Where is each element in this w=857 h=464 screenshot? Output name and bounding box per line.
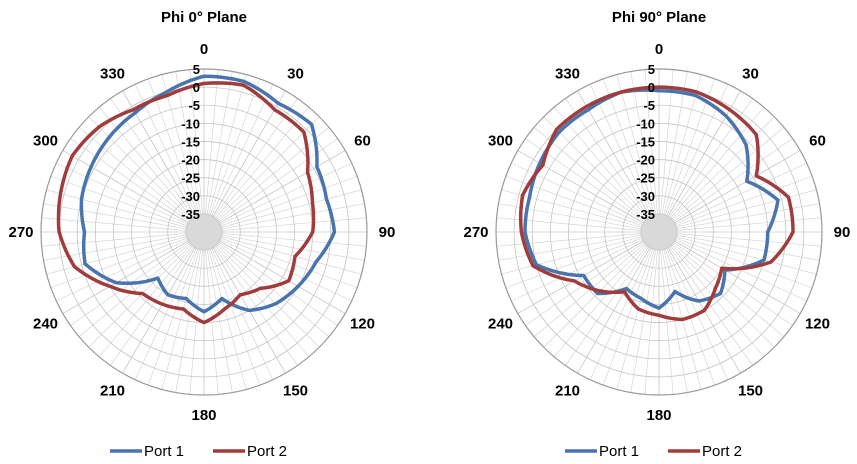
series-line-port-1 <box>79 74 337 314</box>
center-disk <box>640 213 678 251</box>
grid-ring <box>586 159 732 305</box>
legend-label: Port 2 <box>702 443 742 460</box>
r-tick-label: 0 <box>193 80 200 95</box>
angle-label: 120 <box>805 316 830 333</box>
legend-label: Port 1 <box>144 443 184 460</box>
r-tick-label: -35 <box>181 207 200 222</box>
angle-label: 300 <box>33 133 58 150</box>
angle-label: 60 <box>354 133 371 150</box>
grid-ring <box>568 141 750 323</box>
angle-label: 330 <box>100 66 125 83</box>
angle-label: 150 <box>283 382 308 399</box>
r-tick-label: -20 <box>181 153 200 168</box>
angle-label: 300 <box>488 133 513 150</box>
angle-label: 0 <box>655 41 663 58</box>
angle-label: 240 <box>33 316 58 333</box>
angle-label: 150 <box>738 382 763 399</box>
legend-label: Port 2 <box>247 443 287 460</box>
r-tick-label: -15 <box>636 134 655 149</box>
grid-ring <box>531 104 787 360</box>
r-tick-label: -30 <box>181 189 200 204</box>
grid-ring <box>604 177 714 287</box>
angle-label: 330 <box>555 66 580 83</box>
series-line-port-2 <box>56 81 316 325</box>
angle-label: 240 <box>488 316 513 333</box>
grid-ring <box>76 104 332 360</box>
angle-label: 90 <box>834 224 851 241</box>
angle-label: 210 <box>100 382 125 399</box>
r-tick-label: -35 <box>636 207 655 222</box>
r-tick-label: -5 <box>188 98 200 113</box>
center-disk <box>185 213 223 251</box>
grid-ring <box>167 195 241 269</box>
grid-ring <box>495 68 823 396</box>
grid-ring <box>185 213 223 251</box>
angle-label: 90 <box>379 224 396 241</box>
r-tick-label: -25 <box>636 171 655 186</box>
legend-label: Port 1 <box>599 443 639 460</box>
r-tick-label: -15 <box>181 134 200 149</box>
angle-label: 30 <box>287 66 304 83</box>
chart-title: Phi 0° Plane <box>161 9 247 26</box>
angle-label: 270 <box>463 224 488 241</box>
grid-ring <box>131 159 277 305</box>
r-tick-label: -30 <box>636 189 655 204</box>
angle-label: 0 <box>200 41 208 58</box>
r-tick-label: -20 <box>636 153 655 168</box>
angle-label: 210 <box>555 382 580 399</box>
chart-title: Phi 90° Plane <box>612 9 706 26</box>
series-line-port-1 <box>523 88 780 310</box>
r-tick-label: -5 <box>643 98 655 113</box>
grid-ring <box>40 68 368 396</box>
r-tick-label: -10 <box>181 116 200 131</box>
r-tick-label: 0 <box>648 80 655 95</box>
angle-label: 30 <box>742 66 759 83</box>
angle-label: 180 <box>191 407 216 424</box>
polar-chart-phi-0: Phi 0° Plane 50-5-10-15-20-25-30-3503060… <box>8 9 395 460</box>
grid-ring <box>622 195 696 269</box>
series-line-port-2 <box>518 85 795 322</box>
polar-chart-phi-90: Phi 90° Plane 50-5-10-15-20-25-30-350306… <box>463 9 850 460</box>
angle-label: 120 <box>350 316 375 333</box>
r-tick-label: 5 <box>648 62 655 77</box>
grid-ring <box>640 213 678 251</box>
grid-ring <box>149 177 259 287</box>
r-tick-label: -10 <box>636 116 655 131</box>
angle-label: 270 <box>8 224 33 241</box>
r-tick-label: -25 <box>181 171 200 186</box>
angle-label: 60 <box>809 133 826 150</box>
r-tick-label: 5 <box>193 62 200 77</box>
angle-label: 180 <box>646 407 671 424</box>
